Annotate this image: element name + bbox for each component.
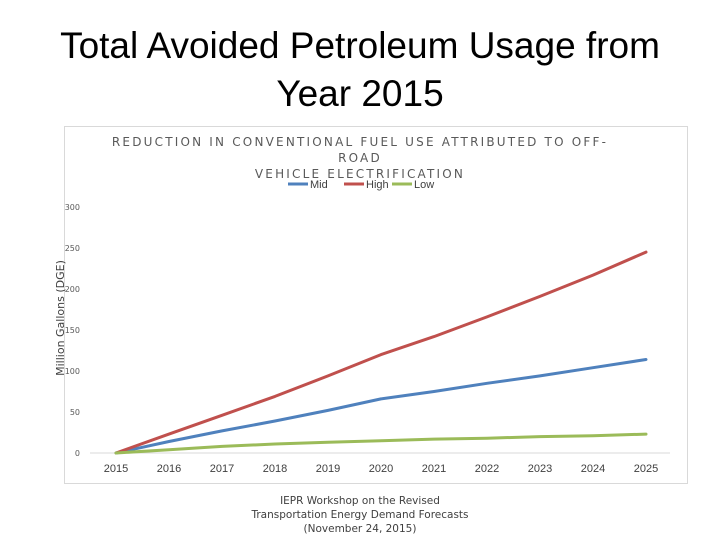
data-point-high: [539, 295, 542, 298]
data-point-low: [645, 433, 648, 436]
data-point-low: [592, 434, 595, 437]
x-tick-label: 2020: [369, 463, 393, 475]
series-group: [114, 250, 648, 455]
x-tick-label: 2025: [634, 463, 658, 475]
chart-title: REDUCTION IN CONVENTIONAL FUEL USE ATTRI…: [100, 134, 620, 182]
data-point-high: [327, 374, 330, 377]
data-point-mid: [539, 374, 542, 377]
data-point-low: [380, 439, 383, 442]
footer-line3: (November 24, 2015): [303, 523, 417, 535]
data-point-high: [274, 395, 277, 398]
footer-line2: Transportation Energy Demand Forecasts: [251, 509, 469, 521]
data-point-low: [486, 437, 489, 440]
data-point-low: [327, 441, 330, 444]
x-tick-label: 2017: [210, 463, 234, 475]
data-point-high: [592, 274, 595, 277]
series-line-low: [114, 432, 648, 455]
data-point-high: [645, 251, 648, 254]
data-point-high: [168, 433, 171, 436]
data-point-low: [221, 445, 224, 448]
data-point-mid: [380, 397, 383, 400]
data-point-low: [433, 438, 436, 441]
slide-title: Total Avoided Petroleum Usage from Year …: [40, 22, 680, 118]
y-axis-label: Million Gallons (DGE): [54, 260, 67, 376]
data-point-mid: [274, 420, 277, 423]
data-point-high: [380, 353, 383, 356]
slide-title-line1: Total Avoided Petroleum Usage from: [60, 25, 660, 66]
series-line-high: [114, 250, 648, 455]
y-tick-label: 100: [65, 367, 80, 376]
data-point-low: [274, 442, 277, 445]
legend-label-mid: Mid: [310, 179, 328, 191]
y-tick-label: 0: [75, 449, 80, 458]
footer-line1: IEPR Workshop on the Revised: [280, 495, 440, 507]
y-tick-label: 50: [70, 408, 80, 417]
data-point-low: [539, 435, 542, 438]
y-tick-label: 200: [65, 285, 80, 294]
x-tick-label: 2016: [157, 463, 181, 475]
chart-area: [64, 126, 688, 484]
chart-title-line1: REDUCTION IN CONVENTIONAL FUEL USE ATTRI…: [111, 135, 609, 165]
x-tick-label: 2021: [422, 463, 446, 475]
data-point-mid: [221, 429, 224, 432]
data-point-high: [433, 335, 436, 338]
legend-label-low: Low: [414, 179, 434, 191]
data-point-mid: [486, 382, 489, 385]
x-tick-label: 2024: [581, 463, 605, 475]
y-tick-label: 300: [65, 203, 80, 212]
x-axis-ticks: 2015 2016 2017 2018 2019 2020 2021 2022 2023 2024…: [104, 463, 658, 475]
y-tick-label: 250: [65, 244, 80, 253]
data-point-high: [221, 414, 224, 417]
data-point-mid: [327, 409, 330, 412]
data-point-mid: [592, 366, 595, 369]
x-tick-label: 2015: [104, 463, 128, 475]
slide-title-line2: Year 2015: [276, 73, 444, 114]
data-point-low: [168, 448, 171, 451]
footer-note: IEPR Workshop on the Revised Transportat…: [240, 494, 480, 536]
x-tick-label: 2019: [316, 463, 340, 475]
y-tick-label: 150: [65, 326, 80, 335]
legend-label-high: High: [366, 179, 389, 191]
data-point-mid: [168, 440, 171, 443]
data-point-low: [115, 452, 118, 455]
chart-title-line2: VEHICLE ELECTRIFICATION: [254, 167, 466, 181]
data-point-mid: [433, 390, 436, 393]
data-point-high: [486, 315, 489, 318]
legend: Mid High Low: [288, 179, 434, 191]
x-tick-label: 2018: [263, 463, 287, 475]
series-line-mid: [114, 358, 648, 455]
y-axis-ticks: 0 50 100 150 200 250 300: [65, 203, 80, 458]
data-point-mid: [645, 358, 648, 361]
x-tick-label: 2023: [528, 463, 552, 475]
x-tick-label: 2022: [475, 463, 499, 475]
